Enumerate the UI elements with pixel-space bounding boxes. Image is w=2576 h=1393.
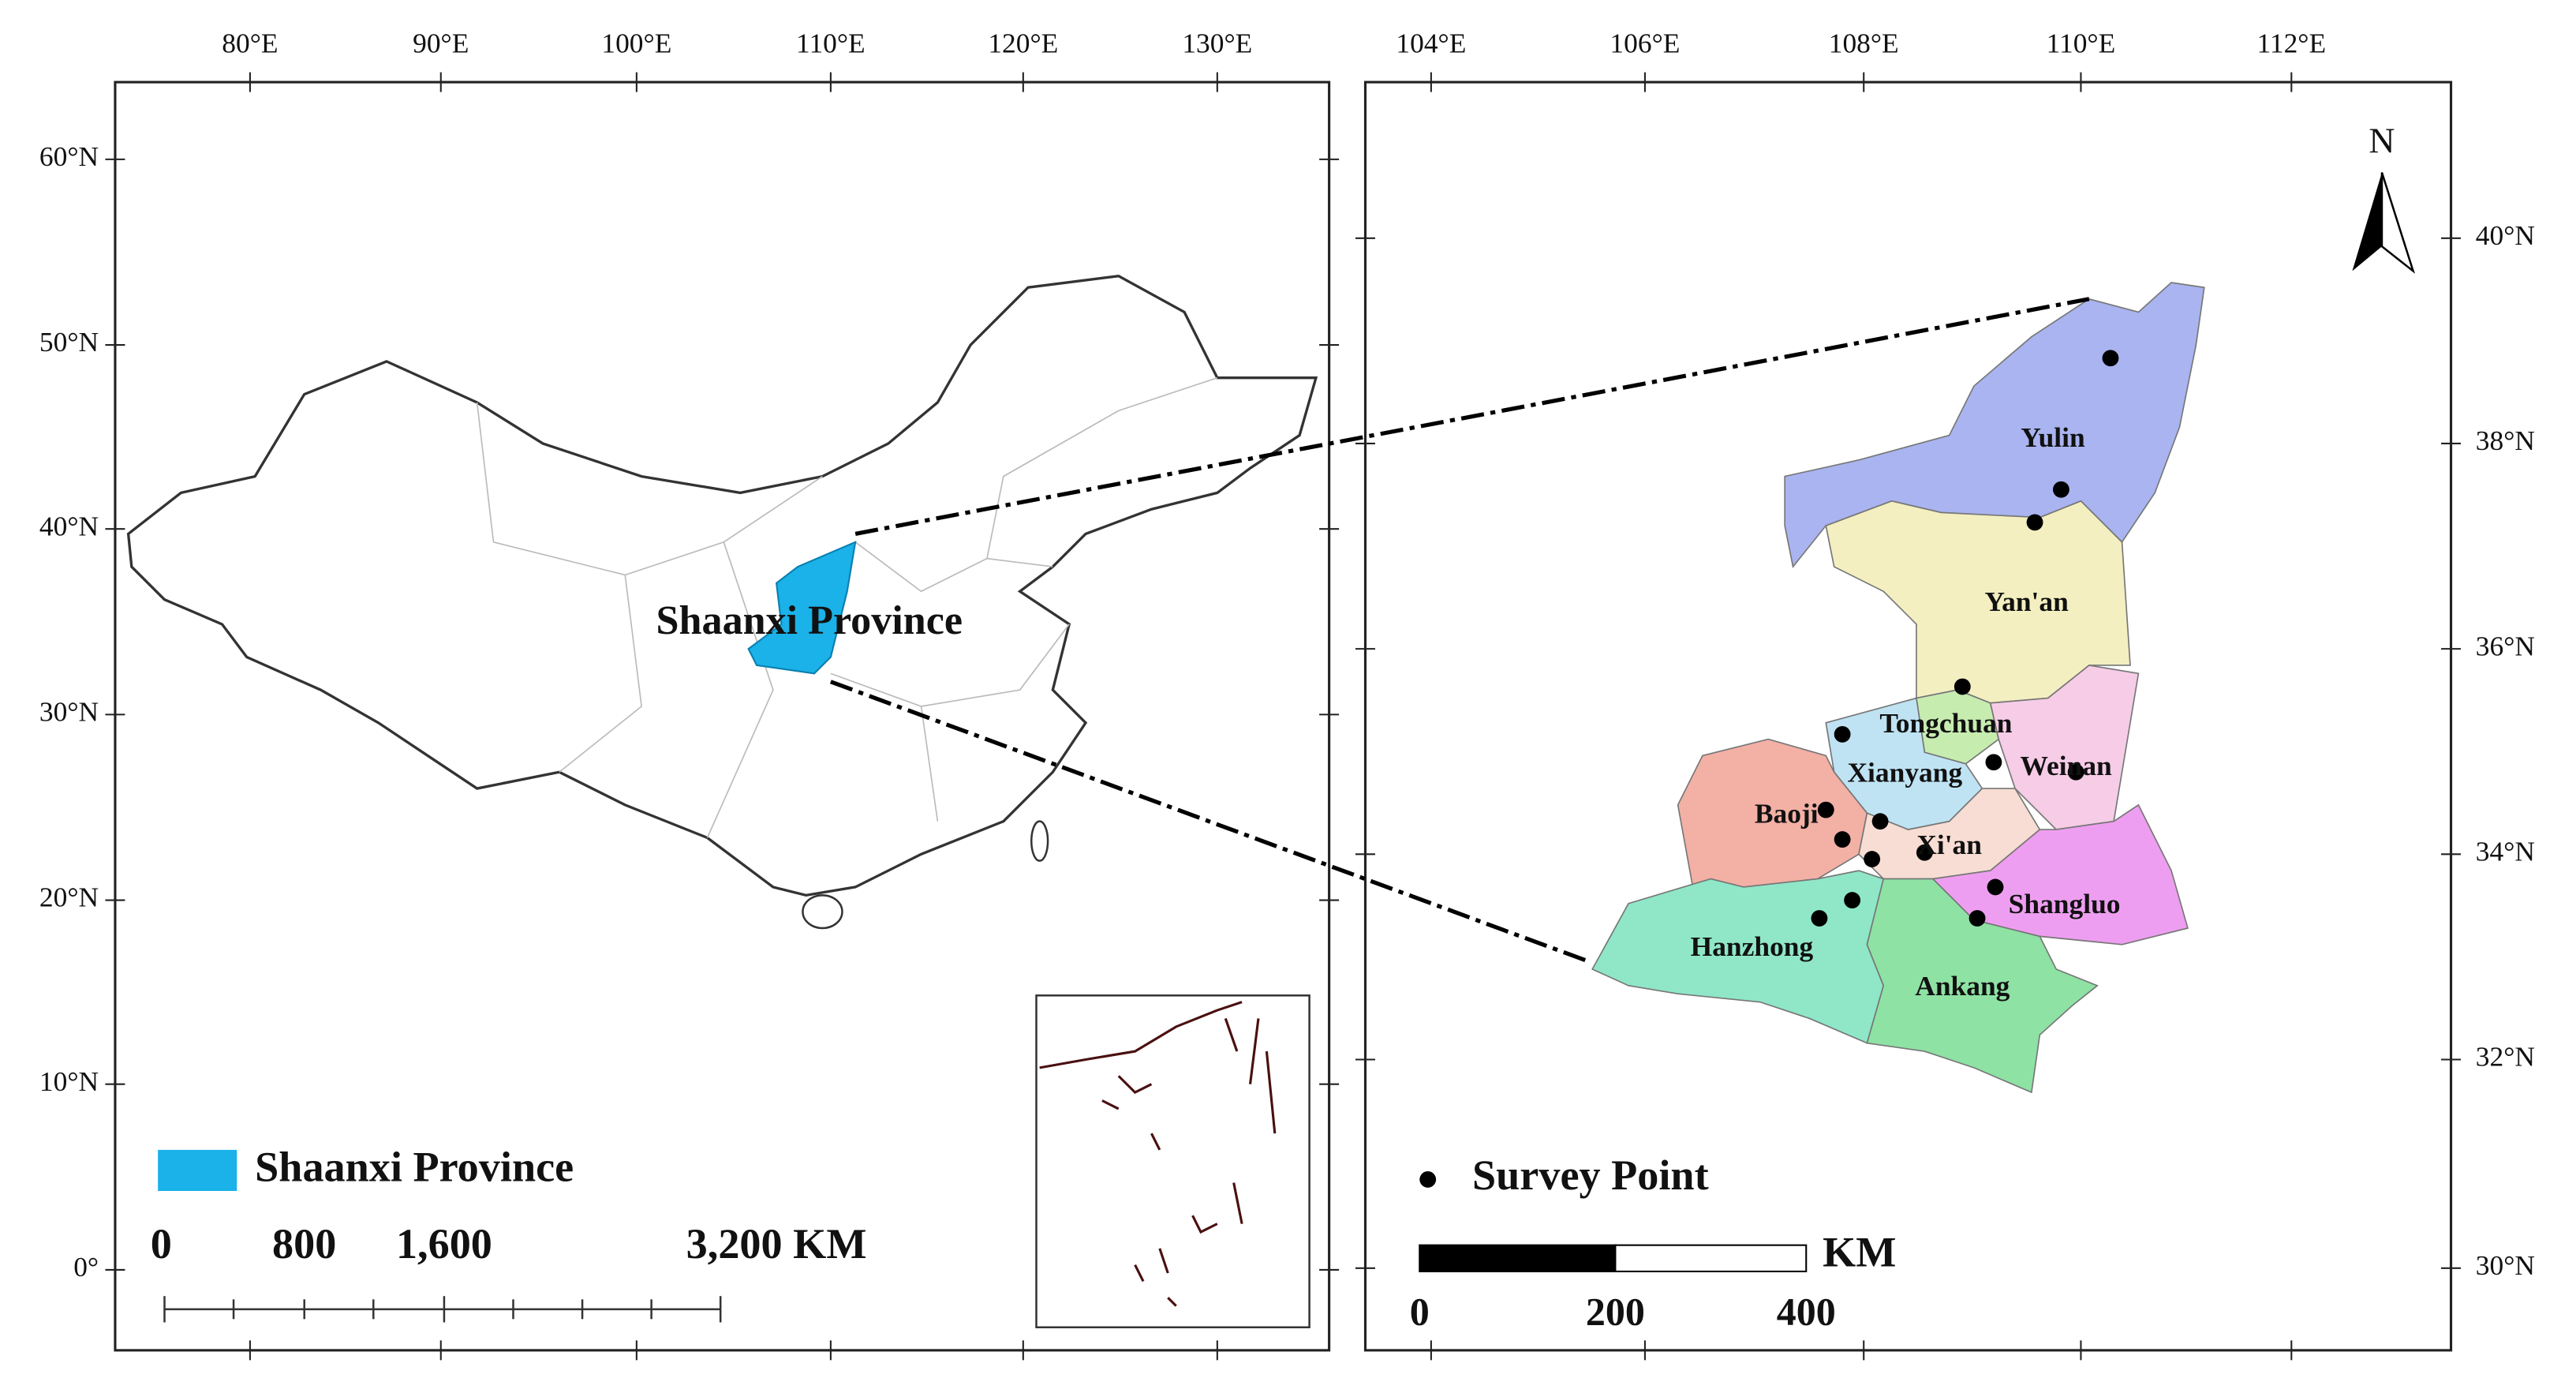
city-label: Yan'an	[1984, 586, 2069, 617]
scale-bar-right	[1614, 1244, 1808, 1273]
shaanxi-highlight	[747, 541, 857, 675]
lon-tick-label: 90°E	[413, 27, 469, 58]
city-label: Weinan	[2021, 750, 2112, 781]
scale-bar-right	[1419, 1244, 1617, 1273]
city-label: Yulin	[2021, 421, 2085, 453]
north-arrow	[2380, 172, 2416, 274]
lat-tick-label: 34°N	[2476, 835, 2535, 867]
right-frame	[1363, 81, 2453, 1352]
city-label: Tongchuan	[1879, 707, 2012, 739]
scale-label: 400	[1777, 1290, 1836, 1334]
scale-label: 0	[1410, 1290, 1430, 1334]
china-outline	[126, 274, 1318, 897]
lon-tick-label: 120°E	[988, 27, 1058, 58]
scale-label: 3,200 KM	[686, 1220, 867, 1268]
scale-label: 800	[272, 1220, 336, 1268]
lon-tick-label: 100°E	[601, 27, 671, 58]
scale-bar-left	[163, 1296, 722, 1323]
city-label: Baoji	[1755, 798, 1819, 829]
lat-tick-label: 30°N	[39, 696, 99, 728]
shaanxi-label: Shaanxi Province	[656, 598, 963, 643]
lat-tick-label: 32°N	[2476, 1041, 2535, 1073]
lon-tick-label: 110°E	[2047, 27, 2116, 58]
region	[1866, 878, 2099, 1094]
city-label: Shangluo	[2009, 888, 2121, 919]
scale-label: 0	[151, 1220, 172, 1268]
survey-points	[1811, 350, 2119, 927]
north-label: N	[2368, 121, 2395, 161]
city-label: Xianyang	[1847, 757, 1962, 788]
lat-tick-label: 20°N	[39, 882, 99, 913]
connector	[829, 680, 1588, 964]
scale-label: 1,600	[396, 1220, 492, 1268]
hainan	[802, 894, 843, 930]
lon-tick-label: 106°E	[1610, 27, 1680, 58]
legend-label: Shaanxi Province	[255, 1143, 574, 1190]
lat-tick-label: 30°N	[2476, 1249, 2535, 1281]
lat-tick-label: 36°N	[2476, 630, 2535, 661]
lon-tick-label: 80°E	[222, 27, 278, 58]
lon-tick-label: 108°E	[1829, 27, 1899, 58]
lat-tick-label: 38°N	[2476, 425, 2535, 456]
province-borders	[476, 376, 1218, 838]
lat-tick-label: 60°N	[39, 140, 99, 172]
lat-tick-label: 40°N	[2476, 219, 2535, 251]
city-label: Hanzhong	[1691, 931, 1814, 962]
taiwan	[1030, 820, 1049, 862]
lat-tick-label: 0°	[73, 1251, 99, 1283]
lon-tick-label: 130°E	[1182, 27, 1252, 58]
scale-unit: KM	[1823, 1229, 1896, 1276]
inset-frame	[1035, 994, 1310, 1328]
lat-tick-label: 40°N	[39, 510, 99, 541]
inset-coast	[1039, 1001, 1277, 1307]
region	[1989, 665, 2140, 830]
legend-swatch	[158, 1149, 237, 1191]
shaanxi-regions	[1591, 282, 2205, 1094]
lon-tick-label: 104°E	[1396, 27, 1466, 58]
left-frame	[114, 81, 1331, 1352]
city-label: Ankang	[1915, 970, 2010, 1002]
lat-tick-label: 10°N	[39, 1065, 99, 1097]
city-label: Xi'an	[1916, 829, 1982, 860]
legend-label: Survey Point	[1472, 1151, 1709, 1199]
lat-tick-label: 50°N	[39, 326, 99, 358]
lon-tick-label: 110°E	[796, 27, 866, 58]
legend-marker	[1419, 1171, 1437, 1188]
lon-tick-label: 112°E	[2256, 27, 2326, 58]
connector	[854, 297, 2090, 537]
scale-label: 200	[1586, 1290, 1645, 1334]
